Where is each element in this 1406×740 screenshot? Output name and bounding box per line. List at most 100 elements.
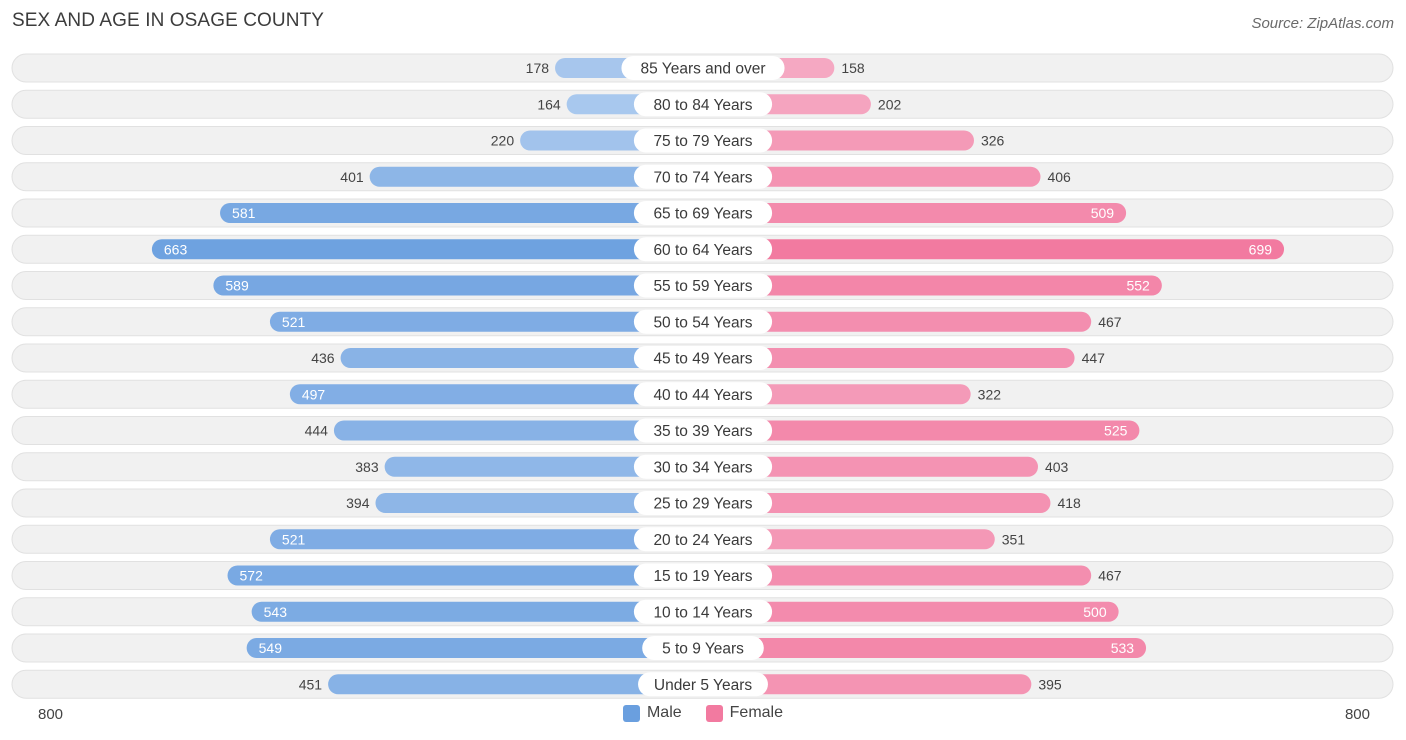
category-pill [633,382,773,407]
axis-max-label: 800 [1344,706,1370,723]
category-pill [633,273,773,298]
female-bar [703,529,995,550]
female-value-label: 500 [1083,604,1107,620]
female-bar [703,601,1119,622]
category-label: 40 to 44 Years [653,387,752,404]
population-pyramid-chart: 178 158 85 Years and over 164 202 80 to 84 Ye… [11,53,1394,699]
male-swatch [622,704,640,722]
female-bar [703,638,1147,658]
row-17: 451 395 Under 5 Years [11,669,1394,699]
male-bar [333,420,703,441]
male-bar [151,239,704,260]
female-value-label: 395 [1038,676,1062,692]
row-8: 436 447 45 to 49 Years [11,343,1394,373]
legend-label-female: Female [729,704,784,721]
category-label: 45 to 49 Years [653,351,752,368]
category-label: 35 to 39 Years [653,423,752,440]
male-bar [246,638,704,658]
female-value-label: 322 [978,386,1002,402]
category-label: 80 to 84 Years [653,97,752,114]
category-label: 75 to 79 Years [653,133,752,150]
female-value-label: 509 [1091,205,1115,221]
row-15: 543 500 10 to 14 Years [11,597,1394,627]
category-label: 20 to 24 Years [653,532,752,549]
male-value-label: 383 [355,459,379,475]
legend-label-male: Male [646,704,682,721]
row-3: 401 406 70 to 74 Years [11,162,1394,192]
category-label: 60 to 64 Years [653,242,752,259]
axis-min-label: 800 [38,706,64,723]
row-2: 220 326 75 to 79 Years [11,126,1394,155]
row-13: 521 351 20 to 24 Years [11,524,1394,554]
male-value-label: 581 [232,205,256,221]
legend-item-female: Female [705,704,784,722]
female-value-label: 418 [1057,495,1081,511]
category-label: 65 to 69 Years [653,206,752,223]
legend: Male Female [0,704,1406,722]
female-value-label: 552 [1126,278,1150,294]
male-value-label: 394 [346,495,370,511]
category-pill [642,636,764,660]
female-value-label: 447 [1082,350,1106,366]
female-value-label: 467 [1098,314,1122,330]
male-value-label: 521 [282,531,306,547]
row-11: 383 403 30 to 34 Years [11,452,1394,482]
female-value-label: 406 [1047,169,1071,185]
row-14: 572 467 15 to 19 Years [11,561,1394,590]
row-0: 178 158 85 Years and over [11,53,1394,83]
category-pill [633,346,773,370]
category-pill [638,672,768,697]
male-bar [375,493,703,513]
female-value-label: 158 [841,60,865,76]
male-value-label: 663 [164,241,188,257]
category-pill [633,563,773,588]
female-bar [703,275,1162,296]
male-bar [269,529,703,550]
female-bar [703,456,1038,477]
category-label: 10 to 14 Years [653,604,752,621]
category-pill [633,491,773,515]
category-pill [633,237,773,262]
category-pill [633,92,773,117]
row-5: 663 699 60 to 64 Years [11,234,1394,264]
source-label: Source: ZipAtlas.com [1251,15,1394,32]
female-bar [703,420,1140,441]
category-label: 30 to 34 Years [653,459,752,476]
female-bar [703,166,1041,187]
female-bar [703,203,1127,223]
chart-title: SEX AND AGE IN OSAGE COUNTY [12,10,325,31]
row-4: 581 509 65 to 69 Years [11,198,1394,228]
row-16: 549 533 5 to 9 Years [11,633,1394,663]
female-value-label: 699 [1249,241,1273,257]
male-bar [384,456,703,477]
category-label: Under 5 Years [654,677,752,694]
category-pill [633,527,773,552]
category-pill [633,454,773,479]
male-bar [227,565,703,586]
category-label: 25 to 29 Years [653,496,752,513]
male-value-label: 401 [340,169,364,185]
male-value-label: 164 [537,96,561,112]
male-value-label: 220 [491,133,515,149]
male-value-label: 543 [264,604,288,620]
female-value-label: 533 [1111,640,1135,656]
female-bar [703,348,1075,368]
female-bar [703,239,1285,260]
category-pill [633,309,773,334]
female-value-label: 351 [1002,531,1026,547]
female-value-label: 326 [981,133,1005,149]
male-bar [369,166,703,187]
male-bar [328,674,703,695]
category-label: 85 Years and over [641,61,766,78]
male-bar [220,203,703,223]
category-label: 15 to 19 Years [653,568,752,585]
row-12: 394 418 25 to 29 Years [11,488,1394,518]
male-value-label: 521 [282,314,306,330]
row-6: 589 552 55 to 59 Years [11,271,1394,300]
female-value-label: 525 [1104,423,1128,439]
male-bar [269,311,703,332]
male-value-label: 497 [302,386,326,402]
female-value-label: 467 [1098,568,1122,584]
male-value-label: 444 [305,423,329,439]
category-label: 5 to 9 Years [662,641,744,658]
